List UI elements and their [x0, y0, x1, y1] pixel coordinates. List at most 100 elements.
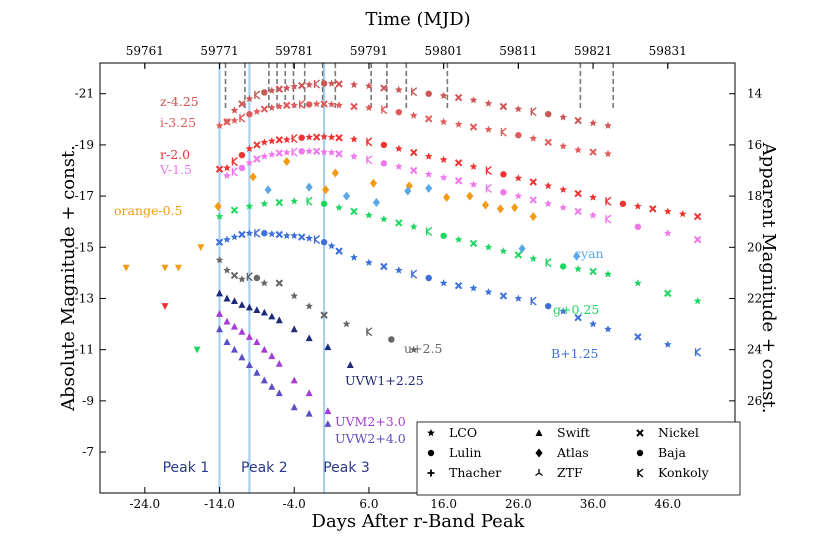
data-points	[122, 79, 702, 427]
data-point	[693, 235, 702, 244]
series-g-0-25	[215, 196, 702, 305]
data-point	[529, 134, 538, 142]
data-point	[530, 107, 537, 117]
data-point	[559, 263, 567, 270]
data-point	[275, 149, 284, 157]
data-point	[425, 226, 433, 236]
data-point	[291, 147, 298, 157]
data-point	[372, 197, 381, 207]
series-label-v-1-5: V-1.5	[159, 162, 192, 177]
data-point	[305, 389, 313, 397]
legend-label-swift: Swift	[557, 425, 590, 440]
data-point	[283, 135, 291, 143]
data-point	[275, 316, 283, 324]
data-point	[604, 121, 612, 129]
data-point	[634, 333, 642, 341]
data-point	[350, 207, 358, 216]
data-point	[290, 197, 298, 205]
legend-baja-icon	[636, 449, 644, 457]
data-point	[261, 230, 268, 237]
data-point	[283, 231, 291, 239]
data-point	[604, 270, 612, 278]
data-point	[313, 235, 321, 245]
peak-label: Peak 2	[241, 460, 288, 476]
data-point	[664, 207, 672, 215]
legend-label-thacher: Thacher	[449, 465, 501, 480]
legend-label-nickel: Nickel	[658, 425, 699, 440]
y-tick-right-label: 20	[747, 240, 762, 254]
data-point	[365, 103, 373, 111]
data-point	[574, 313, 582, 322]
data-point	[439, 279, 448, 287]
data-point	[410, 87, 418, 97]
data-point	[331, 168, 339, 178]
data-point	[395, 108, 403, 116]
data-point	[260, 308, 268, 316]
legend-thacher-icon	[427, 469, 435, 477]
data-point	[693, 212, 702, 221]
data-point	[481, 200, 490, 210]
data-point	[529, 254, 538, 262]
data-point	[619, 200, 627, 207]
data-point	[466, 191, 474, 201]
data-point	[253, 107, 261, 115]
data-point	[245, 158, 254, 167]
y-tick-label: -7	[82, 445, 94, 459]
data-point	[439, 173, 448, 181]
data-point	[290, 82, 298, 90]
data-point	[350, 102, 358, 111]
data-point	[283, 157, 291, 167]
data-point	[365, 137, 373, 147]
data-point	[231, 167, 238, 177]
data-point	[350, 135, 358, 143]
data-point	[346, 361, 354, 369]
y-tick-label: -21	[75, 87, 94, 101]
data-point	[306, 196, 313, 206]
data-point	[425, 274, 432, 282]
data-point	[261, 89, 268, 96]
data-point	[253, 228, 261, 238]
data-point	[395, 144, 403, 152]
data-point	[305, 133, 313, 141]
data-point	[312, 100, 321, 108]
legend-ztf-icon	[535, 469, 543, 477]
data-point	[574, 265, 582, 273]
data-point	[275, 230, 284, 239]
data-point	[253, 274, 261, 282]
data-point	[410, 269, 418, 279]
data-point	[335, 150, 343, 158]
data-point	[223, 266, 231, 274]
legend-konkoly-icon	[636, 468, 644, 478]
data-point	[275, 279, 284, 287]
data-point	[216, 289, 224, 297]
data-point	[268, 312, 276, 320]
data-point	[253, 368, 261, 376]
data-point	[439, 155, 448, 163]
data-point	[238, 353, 246, 361]
y-tick-right-label: 22	[747, 291, 762, 305]
data-point	[215, 165, 224, 173]
upper-limit-point	[197, 244, 205, 252]
data-point	[335, 80, 343, 88]
data-point	[275, 389, 283, 397]
data-point	[238, 301, 246, 308]
data-point	[574, 189, 582, 198]
series-label-u-2-5: u+2.5	[404, 341, 442, 356]
data-point	[499, 247, 508, 255]
data-point	[395, 266, 403, 274]
data-point	[238, 230, 246, 239]
data-point	[424, 152, 433, 160]
top-tick-label: 59771	[200, 44, 238, 58]
data-point	[469, 284, 478, 292]
data-point	[327, 242, 336, 250]
data-point	[283, 148, 291, 156]
data-point	[290, 231, 298, 239]
data-point	[260, 345, 268, 353]
peak-label: Peak 1	[163, 460, 210, 476]
data-point	[305, 334, 313, 342]
series-orange-0-5	[214, 157, 537, 222]
data-point	[305, 101, 313, 108]
data-point	[275, 102, 284, 110]
data-point	[559, 203, 567, 211]
data-point	[230, 233, 239, 241]
